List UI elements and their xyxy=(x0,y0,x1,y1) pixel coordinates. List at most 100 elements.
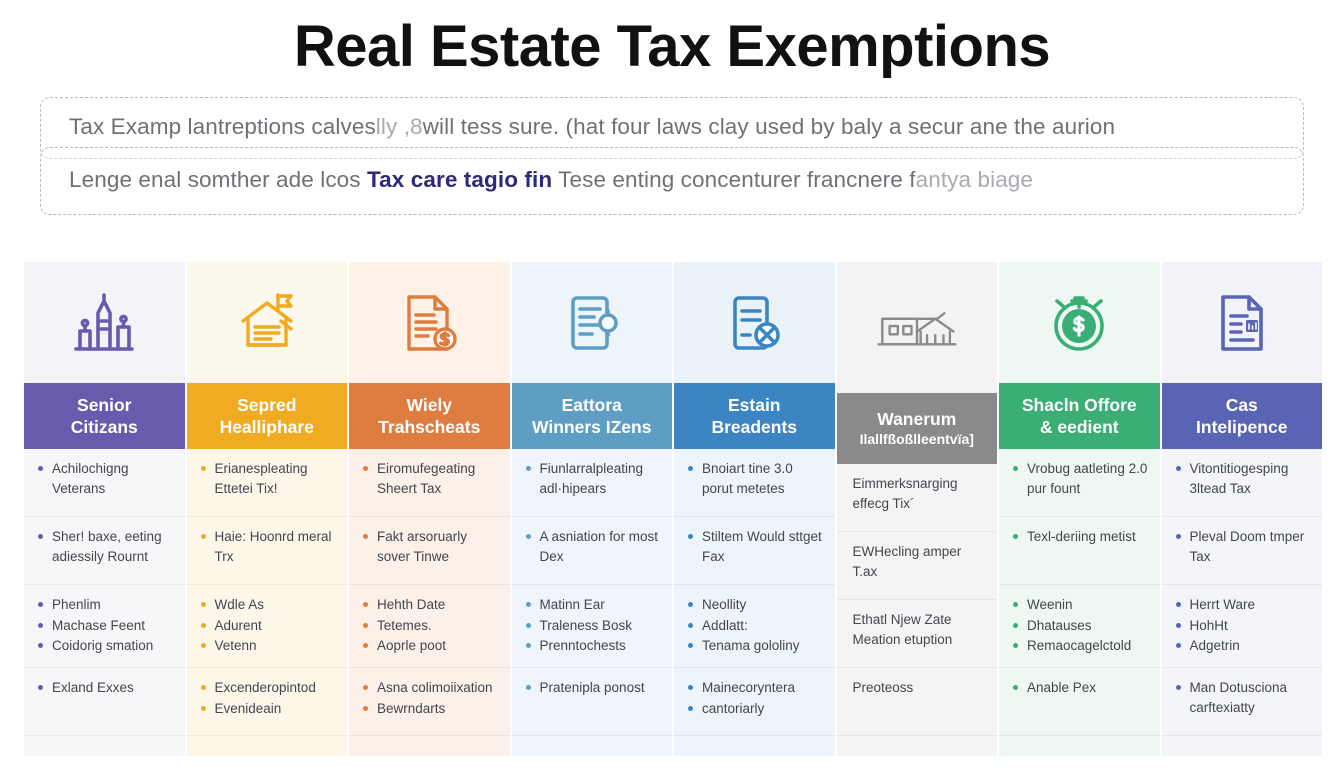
column-cell[interactable]: Eimmerksnarging effecg Tix´ xyxy=(836,464,997,532)
column-header-line-1: Estain xyxy=(727,394,781,415)
exemption-columns: Senior Citizans Achilochigng Veterans Sher!… xyxy=(24,262,1322,756)
column-cell[interactable]: EWHecling amper T.ax xyxy=(836,532,997,600)
column-cell[interactable]: Sher! baxe, eeting adiessily Rournt xyxy=(24,517,185,586)
column-cell[interactable]: Asna colimoiixation Bewrndarts xyxy=(349,668,510,736)
cell-list: Achilochigng Veterans xyxy=(36,459,175,498)
column-cell[interactable]: Wdle As Adurent Vetenn xyxy=(186,585,347,668)
exemption-column[interactable]: Eattora Winners IZens Fiunlarralpleating a… xyxy=(511,262,672,756)
column-cell[interactable]: Man Dotuscionа carftexiatty xyxy=(1161,668,1322,736)
column-cell[interactable]: Texl-deriing metist xyxy=(999,517,1160,586)
exemption-column[interactable]: Senior Citizans Achilochigng Veterans Sher!… xyxy=(24,262,185,756)
exemption-column[interactable]: Cas Intelipence Vitontitiogesping 3ltead T… xyxy=(1161,262,1322,756)
column-cell[interactable]: Preoteoss xyxy=(836,668,997,736)
column-cell[interactable]: Ethatl Njew Zate Meation etuption xyxy=(836,600,997,668)
column-cell[interactable]: Eiromufegeating Sheert Tax xyxy=(349,449,510,518)
list-item: Vrobug aatleting 2.0 pur fount xyxy=(1011,459,1150,498)
column-body: Vitontitiogesping 3ltead Tax Pleval Doom … xyxy=(1161,449,1322,756)
cell-list: Vitontitiogesping 3ltead Tax xyxy=(1174,459,1313,498)
column-cell-empty xyxy=(674,736,835,756)
column-body: Eiromufegeating Sheert Tax Fakt arsoruarl… xyxy=(349,449,510,756)
intro-line-2-part-c: antya biage xyxy=(915,167,1034,193)
column-cell[interactable]: Phenlim Machase Feent Coidorig smation xyxy=(24,585,185,668)
cell-list: Hehth Date Tetemes. Aoprle poot xyxy=(361,595,500,656)
column-header[interactable]: Shacln Offore & eedient xyxy=(999,383,1160,450)
column-cell[interactable]: Excenderopintod Evenideain xyxy=(186,668,347,736)
city-skyline-icon xyxy=(68,287,140,359)
list-item: Pratenipla ponost xyxy=(524,678,663,698)
list-item: Sher! baxe, eeting adiessily Rournt xyxy=(36,527,175,566)
column-header-line-1: Senior xyxy=(77,394,132,415)
column-cell[interactable]: Bnoiart tine 3.0 porut metetes xyxy=(674,449,835,518)
exemption-column[interactable]: Estain Breadents Bnoiart tine 3.0 porut me… xyxy=(674,262,835,756)
intro-line-1-part-b: lly ,8 xyxy=(375,114,423,140)
cell-list: Sher! baxe, eeting adiessily Rournt xyxy=(36,527,175,566)
column-cell[interactable]: Mainecoryntera cantoriarly xyxy=(674,668,835,736)
list-item: Coidorig smation xyxy=(36,636,175,656)
column-header[interactable]: Wanerum Ilallfßoßlleentvïa] xyxy=(836,392,997,464)
column-cell[interactable]: Fiunlarralpleating adl·hipears xyxy=(511,449,672,518)
column-cell[interactable]: Vitontitiogesping 3ltead Tax xyxy=(1161,449,1322,518)
column-header[interactable]: Estain Breadents xyxy=(674,383,835,450)
list-item: Fiunlarralpleating adl·hipears xyxy=(524,459,663,498)
list-item: Dhatauses xyxy=(1011,616,1150,636)
column-header[interactable]: Cas Intelipence xyxy=(1161,383,1322,450)
house-outline-icon xyxy=(875,296,959,358)
list-item: Eimmerksnarging effecg Tix´ xyxy=(852,476,958,511)
exemption-column[interactable]: Shacln Offore & eedient Vrobug aatleting 2… xyxy=(999,262,1160,756)
column-icon-panel xyxy=(999,262,1160,384)
column-cell[interactable]: Weenin Dhatauses Remaocagelctold xyxy=(999,585,1160,668)
intro-line-2: Lenge enal somther ade lcos Tax care tag… xyxy=(69,169,1033,192)
exemption-column[interactable]: Wanerum Ilallfßoßlleentvïa] Eimmerksnargin… xyxy=(836,262,997,756)
exemption-column[interactable]: Wiely Trahscheats Eiromufegeating Sheert T… xyxy=(349,262,510,756)
list-item: Texl-deriing metist xyxy=(1011,527,1150,547)
column-icon-panel xyxy=(24,262,185,384)
column-cell[interactable]: Neollity Addlatt: Tenama gololiny xyxy=(674,585,835,668)
column-cell[interactable]: A asniation for most Dex xyxy=(511,517,672,586)
column-cell[interactable]: Achilochigng Veterans xyxy=(24,449,185,518)
column-cell[interactable]: Pratenipla ponost xyxy=(511,668,672,736)
column-header-line-2: Ilallfßoßlleentvïa] xyxy=(859,430,974,447)
page-title: Real Estate Tax Exemptions xyxy=(293,14,1051,79)
column-cell[interactable]: Fakt arsoruarly sover Tinwe xyxy=(349,517,510,586)
column-cell[interactable]: Herrt Ware HohHt Adgetrin xyxy=(1161,585,1322,668)
list-item: Aoprle poot xyxy=(361,636,500,656)
column-cell[interactable]: Exland Exxes xyxy=(24,668,185,736)
column-cell[interactable]: Erianespleating Ettetei Tix! xyxy=(186,449,347,518)
exemption-column[interactable]: Sepred Healliphare Erianespleating Ettetei… xyxy=(186,262,347,756)
intro-box-primary: Tax Examp lantreptions calveslly ,8will … xyxy=(40,96,1304,159)
list-item: Mainecoryntera xyxy=(686,678,825,698)
intro-line-2-part-b: Tese enting concenturer francnere f xyxy=(552,167,916,193)
column-icon-panel xyxy=(349,262,510,384)
list-item: Adurent xyxy=(199,616,338,636)
column-header[interactable]: Senior Citizans xyxy=(24,383,185,450)
cell-list: Erianespleating Ettetei Tix! xyxy=(199,459,338,498)
list-item: Asna colimoiixation xyxy=(361,678,500,698)
column-icon-panel xyxy=(674,262,835,384)
list-item: HohHt xyxy=(1174,616,1313,636)
column-header-line-1: Wanerum xyxy=(877,409,957,430)
column-cell[interactable]: Hehth Date Tetemes. Aoprle poot xyxy=(349,585,510,668)
list-item: Fakt arsoruarly sover Tinwe xyxy=(361,527,500,566)
cell-list: Weenin Dhatauses Remaocagelctold xyxy=(1011,595,1150,656)
list-item: A asniation for most Dex xyxy=(524,527,663,566)
column-body: Achilochigng Veterans Sher! baxe, eeting … xyxy=(24,449,185,756)
column-header-line-2: Citizans xyxy=(70,417,138,438)
column-cell[interactable]: Haie: Hoonrd meral Trx xyxy=(186,517,347,586)
cell-list: Vrobug aatleting 2.0 pur fount xyxy=(1011,459,1150,498)
list-item: Addlatt: xyxy=(686,616,825,636)
column-cell[interactable]: Matinn Ear Traleness Bosk Prenntochests xyxy=(511,585,672,668)
column-cell[interactable]: Vrobug aatleting 2.0 pur fount xyxy=(999,449,1160,518)
column-icon-panel xyxy=(186,262,347,384)
column-cell[interactable]: Pleval Doom tmper Tax xyxy=(1161,517,1322,586)
cell-list: Haie: Hoonrd meral Trx xyxy=(199,527,338,566)
column-header[interactable]: Eattora Winners IZens xyxy=(511,383,672,450)
list-item: Preoteoss xyxy=(852,680,914,695)
cell-list: Preoteoss xyxy=(849,678,988,698)
column-cell[interactable]: Stiltem Would sttget Fax xyxy=(674,517,835,586)
column-header[interactable]: Sepred Healliphare xyxy=(186,383,347,450)
list-item: Prenntochests xyxy=(524,636,663,656)
column-header[interactable]: Wiely Trahscheats xyxy=(349,383,510,450)
column-cell[interactable]: Anable Pex xyxy=(999,668,1160,736)
column-header-line-1: Eattora xyxy=(561,394,622,415)
cell-list: Texl-deriing metist xyxy=(1011,527,1150,547)
